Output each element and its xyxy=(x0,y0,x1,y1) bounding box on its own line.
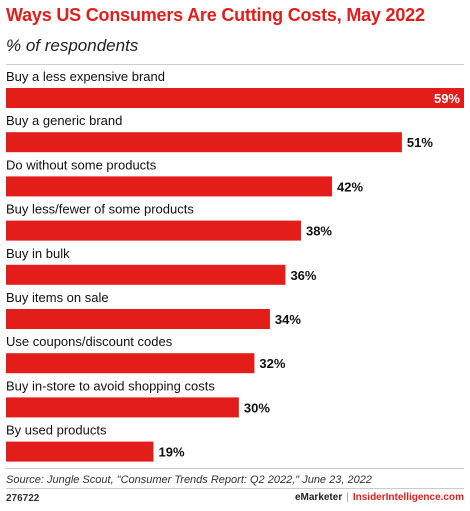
category-label: By used products xyxy=(6,423,107,438)
category-label: Buy in-store to avoid shopping costs xyxy=(6,378,215,393)
bar xyxy=(6,176,333,197)
value-label: 38% xyxy=(306,224,332,239)
branding: eMarketer | InsiderIntelligence.com xyxy=(295,492,464,503)
bar xyxy=(6,397,239,418)
chart-title: Ways US Consumers Are Cutting Costs, May… xyxy=(6,5,425,25)
category-label: Buy a generic brand xyxy=(6,113,122,128)
category-label: Buy less/fewer of some products xyxy=(6,202,194,217)
brand-emarketer: eMarketer xyxy=(294,492,343,503)
bar xyxy=(6,132,402,153)
category-label: Buy a less expensive brand xyxy=(6,69,165,84)
source-divider xyxy=(6,488,464,489)
header-divider xyxy=(6,64,464,65)
category-label: Use coupons/discount codes xyxy=(6,334,173,349)
category-label: Do without some products xyxy=(6,157,157,172)
value-label: 42% xyxy=(337,179,363,194)
category-label: Buy items on sale xyxy=(6,290,109,305)
value-label: 36% xyxy=(290,268,316,283)
category-label: Buy in bulk xyxy=(6,246,70,261)
bar xyxy=(6,441,154,462)
source-note: Source: Jungle Scout, "Consumer Trends R… xyxy=(6,474,372,486)
value-label: 30% xyxy=(244,400,270,415)
value-label: 34% xyxy=(275,312,301,327)
footer-divider xyxy=(6,468,464,469)
value-label: 19% xyxy=(158,445,184,460)
chart-id: 276722 xyxy=(6,493,40,504)
chart-subtitle: % of respondents xyxy=(6,36,139,55)
bar xyxy=(6,264,286,285)
value-label: 59% xyxy=(434,91,460,106)
brand-insider-intelligence: InsiderIntelligence.com xyxy=(352,492,464,503)
brand-separator: | xyxy=(346,492,349,503)
value-label: 32% xyxy=(259,356,285,371)
bar xyxy=(6,220,301,241)
bar xyxy=(6,88,464,108)
bar xyxy=(6,353,255,374)
value-label: 51% xyxy=(407,135,433,150)
bar xyxy=(6,309,270,329)
